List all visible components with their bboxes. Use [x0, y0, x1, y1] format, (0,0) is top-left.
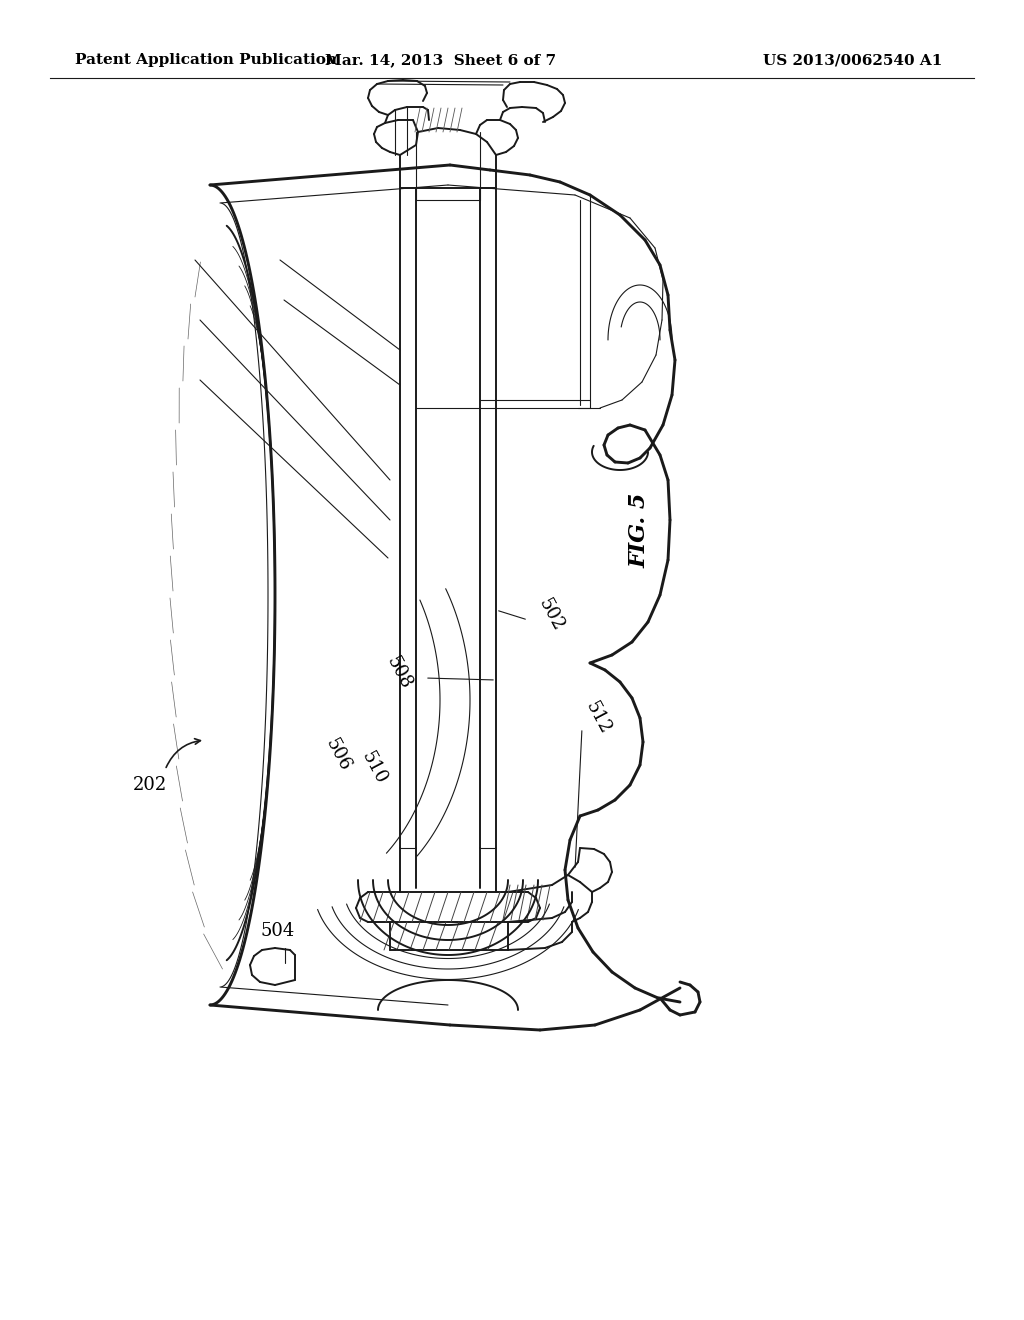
Text: 512: 512	[582, 698, 614, 738]
Text: 510: 510	[358, 748, 390, 788]
Text: 202: 202	[133, 776, 167, 795]
Text: 504: 504	[261, 921, 295, 940]
Text: 508: 508	[383, 653, 415, 693]
Text: US 2013/0062540 A1: US 2013/0062540 A1	[763, 53, 942, 67]
Text: 502: 502	[535, 595, 567, 635]
Text: Patent Application Publication: Patent Application Publication	[75, 53, 337, 67]
Text: FIG. 5: FIG. 5	[629, 492, 651, 568]
Text: 506: 506	[322, 735, 354, 775]
Text: Mar. 14, 2013  Sheet 6 of 7: Mar. 14, 2013 Sheet 6 of 7	[325, 53, 556, 67]
